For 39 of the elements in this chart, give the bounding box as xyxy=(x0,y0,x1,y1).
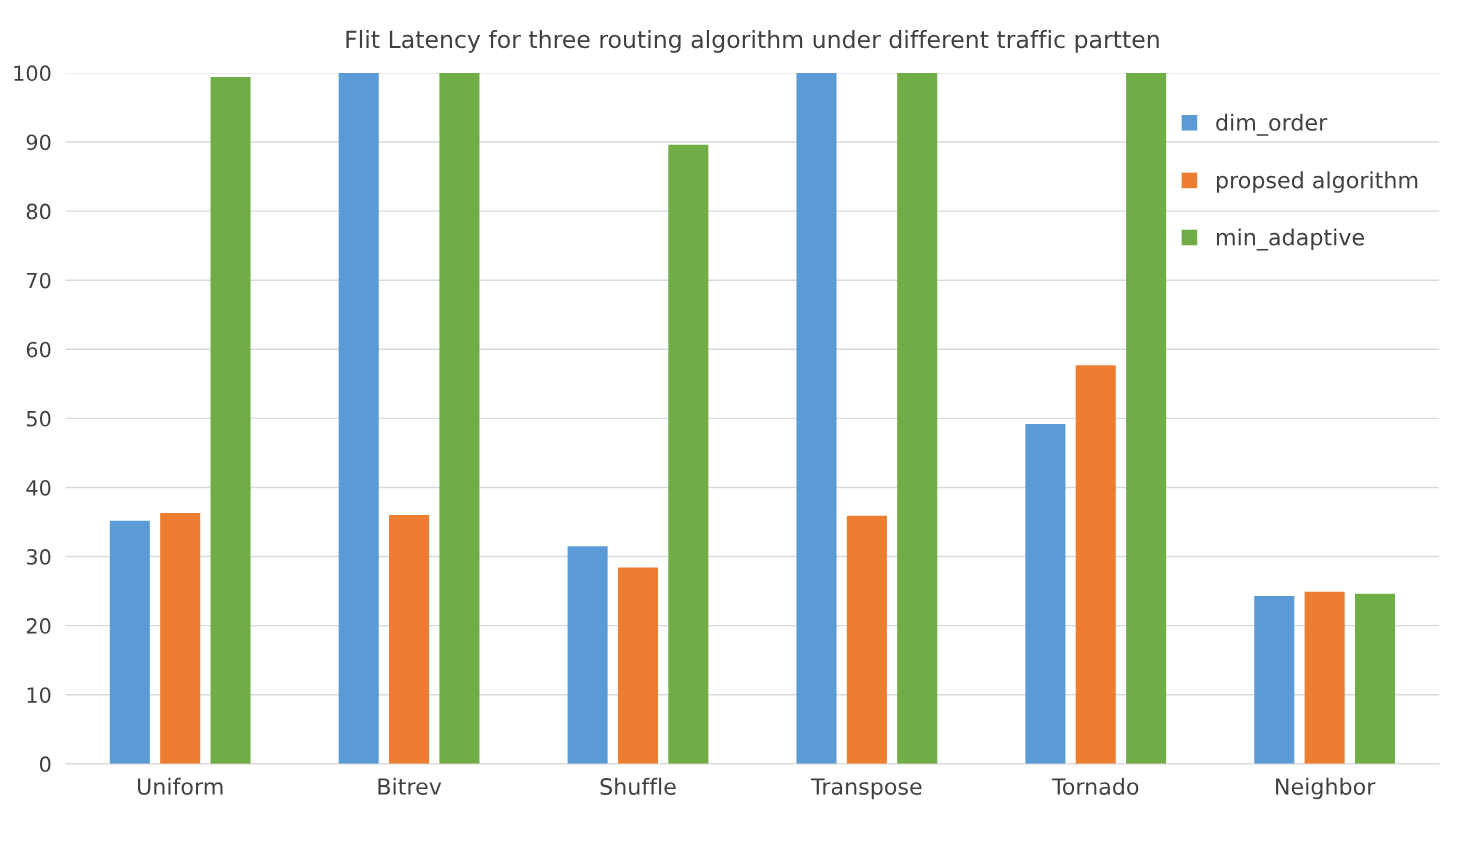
bar xyxy=(1025,423,1066,764)
y-tick-label: 10 xyxy=(27,687,51,703)
bar xyxy=(796,72,837,764)
bar xyxy=(668,144,709,764)
bar xyxy=(1354,593,1396,764)
x-tick-label: Neighbor xyxy=(1276,777,1376,800)
x-tick-label: Tornado xyxy=(1051,777,1139,795)
bar xyxy=(846,515,887,764)
bar xyxy=(897,72,938,764)
y-tick-label: 100 xyxy=(14,65,51,82)
y-tick-label: 70 xyxy=(27,272,51,289)
y-tick-label: 40 xyxy=(26,479,51,496)
bar xyxy=(1304,591,1345,764)
bar xyxy=(617,567,658,764)
bar xyxy=(439,72,480,764)
bar xyxy=(1254,595,1295,764)
x-tick-label: Uniform xyxy=(137,777,223,795)
x-tick-label: Shuffle xyxy=(600,777,676,795)
legend-label: propsed algorithm xyxy=(1216,171,1418,193)
bar xyxy=(567,546,608,764)
bar xyxy=(1126,72,1167,764)
bar xyxy=(160,513,201,764)
chart-title: Flit Latency for three routing algorithm under different traffic partten xyxy=(346,29,1159,53)
y-tick-label: 50 xyxy=(26,410,51,427)
y-tick-label: 20 xyxy=(26,618,51,634)
bar xyxy=(389,515,430,764)
legend-label: min_adaptive xyxy=(1216,228,1364,251)
bar xyxy=(1075,365,1116,764)
y-tick-label: 0 xyxy=(39,756,51,773)
x-tick-label: Bitrev xyxy=(378,777,442,795)
y-tick-label: 80 xyxy=(26,203,51,220)
x-tick-label: Transpose xyxy=(810,778,922,800)
bar xyxy=(338,72,379,764)
bar xyxy=(109,520,150,764)
y-tick-label: 60 xyxy=(26,341,51,358)
y-tick-label: 30 xyxy=(26,549,51,565)
bar xyxy=(210,77,251,764)
y-tick-label: 90 xyxy=(26,134,51,151)
legend-label: dim_order xyxy=(1216,113,1328,136)
